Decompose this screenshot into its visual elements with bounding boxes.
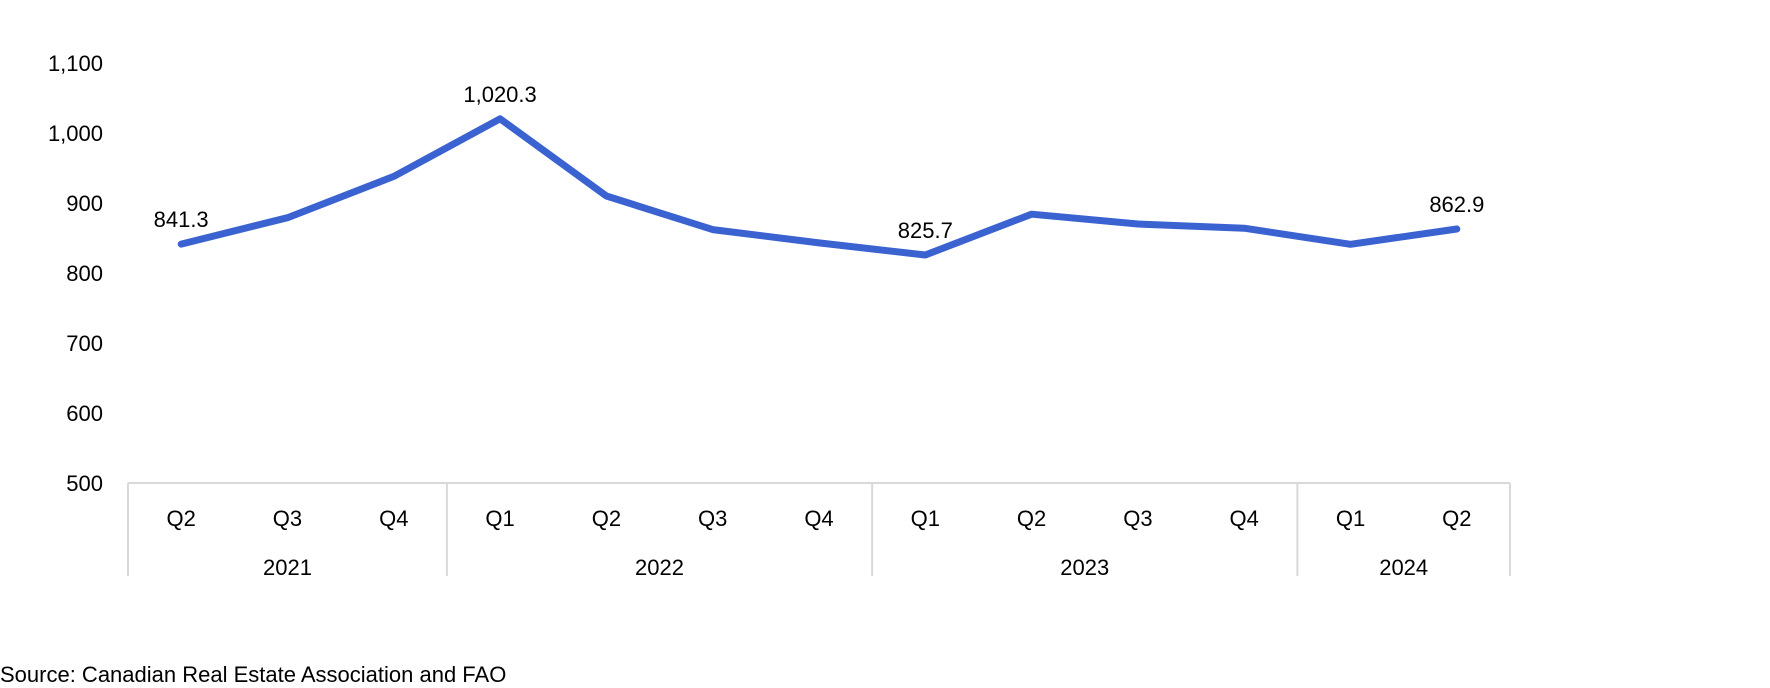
- x-tick-label: Q1: [911, 506, 940, 531]
- data-label: 841.3: [154, 207, 209, 232]
- data-labels: 841.3 1,020.3 825.7 862.9: [154, 82, 1485, 243]
- data-label: 825.7: [898, 218, 953, 243]
- source-note: Source: Canadian Real Estate Association…: [0, 662, 507, 687]
- y-tick-label: 1,000: [48, 121, 103, 146]
- series-group: [177, 115, 1461, 259]
- x-tick-label: Q2: [1442, 506, 1471, 531]
- x-year-label: 2022: [635, 555, 684, 580]
- x-axis: Q2 Q3 Q4 Q1 Q2 Q3 Q4 Q1 Q2 Q3 Q4 Q1 Q2 2021 2022 2023 20…: [127, 482, 1511, 580]
- x-tick-label: Q1: [1336, 506, 1365, 531]
- x-tick-label: Q3: [1123, 506, 1152, 531]
- series-line: [177, 115, 1461, 259]
- x-tick-label: Q2: [166, 506, 195, 531]
- y-tick-label: 1,100: [48, 51, 103, 76]
- x-tick-label: Q3: [698, 506, 727, 531]
- x-tick-label: Q3: [273, 506, 302, 531]
- x-tick-label: Q2: [1017, 506, 1046, 531]
- x-tick-label: Q2: [592, 506, 621, 531]
- y-tick-label: 500: [66, 471, 103, 496]
- y-axis: 500 600 700 800 900 1,000 1,100: [48, 51, 103, 496]
- x-tick-label: Q4: [804, 506, 833, 531]
- x-tick-label: Q4: [1230, 506, 1259, 531]
- x-year-label: 2024: [1379, 555, 1428, 580]
- x-tick-label: Q1: [485, 506, 514, 531]
- y-tick-label: 700: [66, 331, 103, 356]
- y-tick-label: 900: [66, 191, 103, 216]
- x-year-label: 2021: [263, 555, 312, 580]
- y-tick-label: 600: [66, 401, 103, 426]
- x-year-label: 2023: [1060, 555, 1109, 580]
- y-tick-label: 800: [66, 261, 103, 286]
- data-label: 1,020.3: [463, 82, 536, 107]
- x-tick-label: Q4: [379, 506, 408, 531]
- data-label: 862.9: [1429, 192, 1484, 217]
